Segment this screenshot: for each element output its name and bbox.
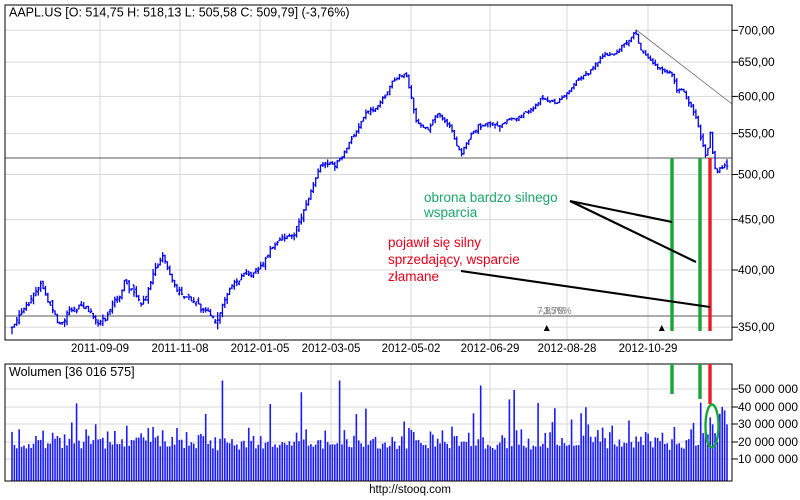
svg-text:sprzedający, wsparcie: sprzedający, wsparcie [388,252,520,267]
svg-text:40 000 000: 40 000 000 [738,400,798,414]
svg-text:-3,76%: -3,76% [540,306,572,317]
svg-text:2012-03-05: 2012-03-05 [302,343,361,355]
svg-text:2012-01-05: 2012-01-05 [231,343,290,355]
svg-text:650,00: 650,00 [738,55,775,69]
svg-text:2012-05-02: 2012-05-02 [382,343,441,355]
svg-text:30 000 000: 30 000 000 [738,417,798,431]
svg-text:2012-10-29: 2012-10-29 [619,343,678,355]
svg-text:600,00: 600,00 [738,89,775,103]
svg-text:obrona bardzo silnego: obrona bardzo silnego [424,190,558,205]
svg-text:AAPL.US [O: 514,75 H: 518,13: AAPL.US [O: 514,75 H: 518,13 L: 505,58 C… [9,6,350,20]
svg-text:20 000 000: 20 000 000 [738,435,798,449]
svg-text:2011-11-08: 2011-11-08 [151,343,208,355]
svg-text:Wolumen [36 016 575]: Wolumen [36 016 575] [9,365,135,379]
svg-text:2011-09-09: 2011-09-09 [71,343,129,355]
svg-text:10 000 000: 10 000 000 [738,452,798,466]
svg-text:pojawił się silny: pojawił się silny [388,235,481,250]
svg-text:złamane: złamane [388,269,439,284]
svg-text:450,00: 450,00 [738,213,775,227]
svg-text:500,00: 500,00 [738,168,775,182]
svg-text:50 000 000: 50 000 000 [738,382,798,396]
svg-text:350,00: 350,00 [738,320,775,334]
svg-text:wsparcia: wsparcia [423,205,478,220]
svg-text:550,00: 550,00 [738,127,775,141]
svg-text:2012-08-28: 2012-08-28 [538,343,597,355]
svg-text:2012-06-29: 2012-06-29 [461,343,520,355]
svg-text:400,00: 400,00 [738,263,775,277]
svg-text:http://stooq.com: http://stooq.com [369,484,451,496]
svg-text:700,00: 700,00 [738,23,775,37]
